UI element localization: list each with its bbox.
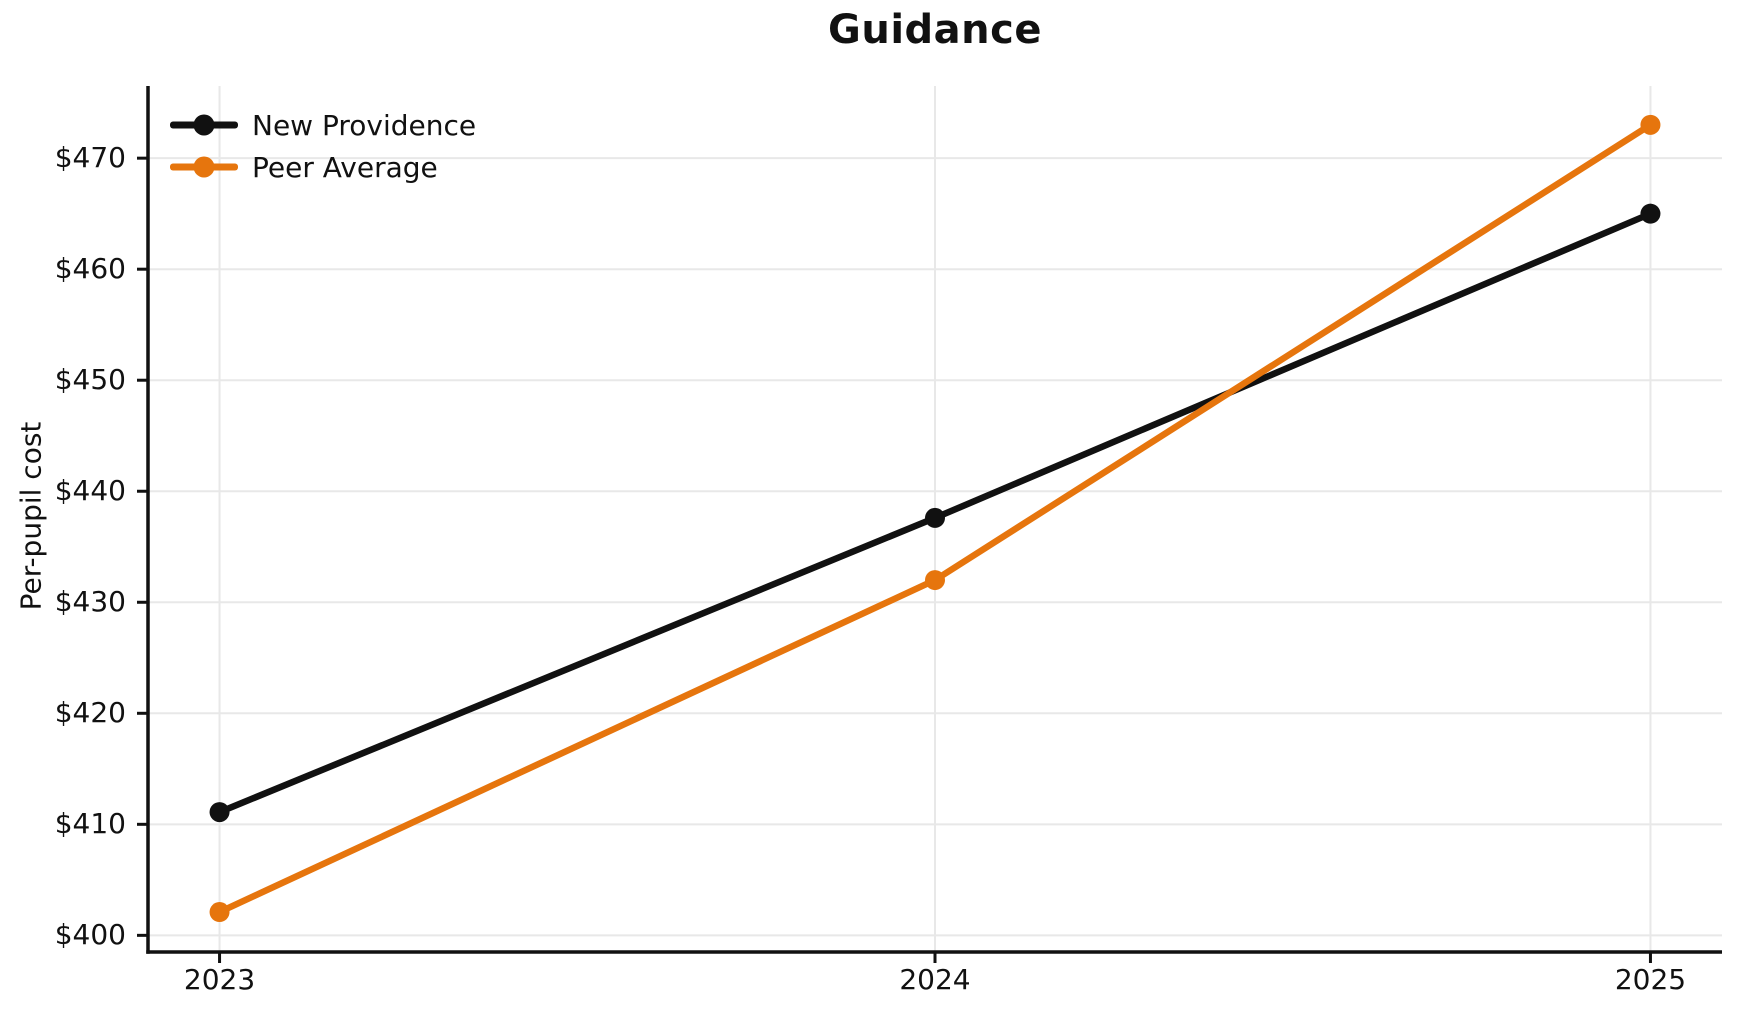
x-tick-label: 2025 [1614,963,1687,996]
series-point-new-providence [1640,203,1661,224]
legend-dot-swatch [193,156,215,178]
y-tick-label: $460 [54,252,126,286]
y-tick-label: $440 [54,474,126,508]
legend-item-peer-average: Peer Average [170,150,476,184]
y-tick-label: $470 [54,141,126,175]
chart-title: Guidance [828,7,1042,53]
legend: New Providence Peer Average [170,108,477,184]
series-point-new-providence [925,507,945,528]
y-tick-label: $450 [54,363,126,397]
y-tick-label: $420 [54,696,126,730]
legend-label: Peer Average [252,150,438,184]
y-tick-label: $400 [54,918,126,952]
line-dot-marker-icon [170,153,238,181]
legend-label: New Providence [252,108,477,142]
y-tick-label: $430 [54,585,126,619]
series-point-peer-average [1640,114,1661,135]
series-point-new-providence [209,802,230,823]
series-point-peer-average [209,902,230,923]
series-point-peer-average [925,570,945,591]
x-tick-label: 2023 [183,963,256,996]
legend-dot-swatch [193,114,215,136]
y-tick-label: $410 [54,807,126,841]
legend-item-new-providence: New Providence [170,108,477,142]
line-dot-marker-icon [170,111,238,139]
x-tick-label: 2024 [899,963,971,996]
